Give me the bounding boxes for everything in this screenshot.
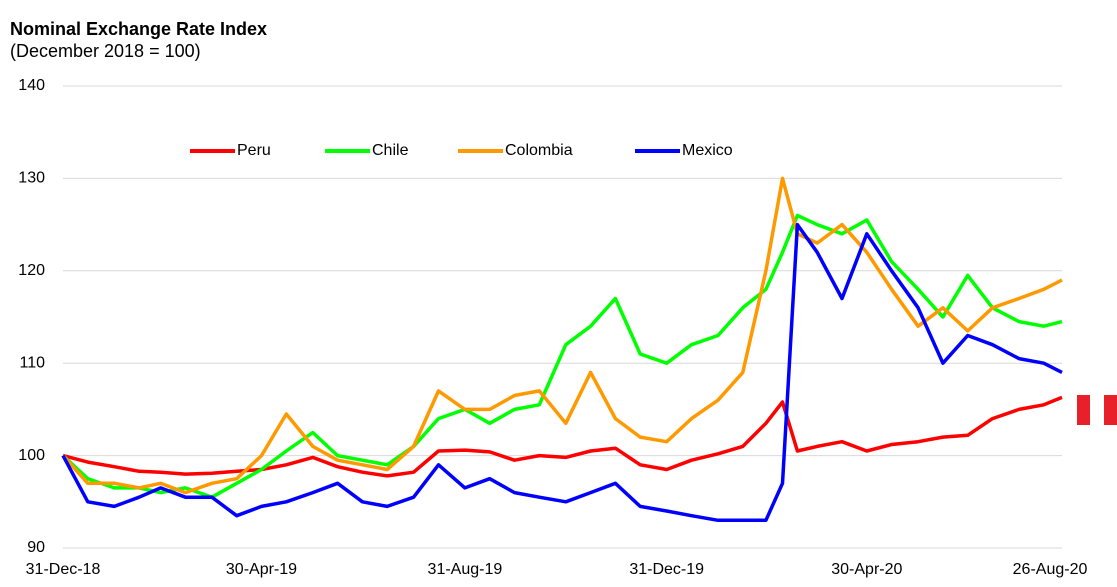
- y-tick-label: 130: [18, 170, 45, 187]
- flag-stripe: [1104, 395, 1117, 425]
- flag-stripe: [1077, 395, 1090, 425]
- x-tick-label: 30-Apr-19: [226, 561, 297, 578]
- series-line: [61, 222, 1063, 523]
- x-tick-label: 26-Aug-20: [1013, 561, 1088, 578]
- legend-label: Mexico: [682, 142, 733, 159]
- x-tick-label: 31-Aug-19: [428, 561, 503, 578]
- y-tick-label: 100: [18, 447, 45, 464]
- x-tick-label: 31-Dec-18: [26, 561, 101, 578]
- legend-label: Chile: [372, 142, 409, 159]
- legend-label: Peru: [237, 142, 271, 159]
- chart-title: Nominal Exchange Rate Index: [10, 19, 267, 39]
- chart-subtitle: (December 2018 = 100): [10, 41, 201, 61]
- legend-label: Colombia: [505, 142, 573, 159]
- x-tick-label: 30-Apr-20: [831, 561, 902, 578]
- y-tick-label: 90: [27, 539, 45, 556]
- y-tick-label: 120: [18, 262, 45, 279]
- y-tick-label: 110: [19, 354, 45, 371]
- y-tick-label: 140: [18, 77, 45, 94]
- series-line: [61, 176, 1063, 495]
- x-tick-label: 31-Dec-19: [629, 561, 704, 578]
- series-line: [61, 213, 1063, 499]
- series-line: [62, 395, 1063, 478]
